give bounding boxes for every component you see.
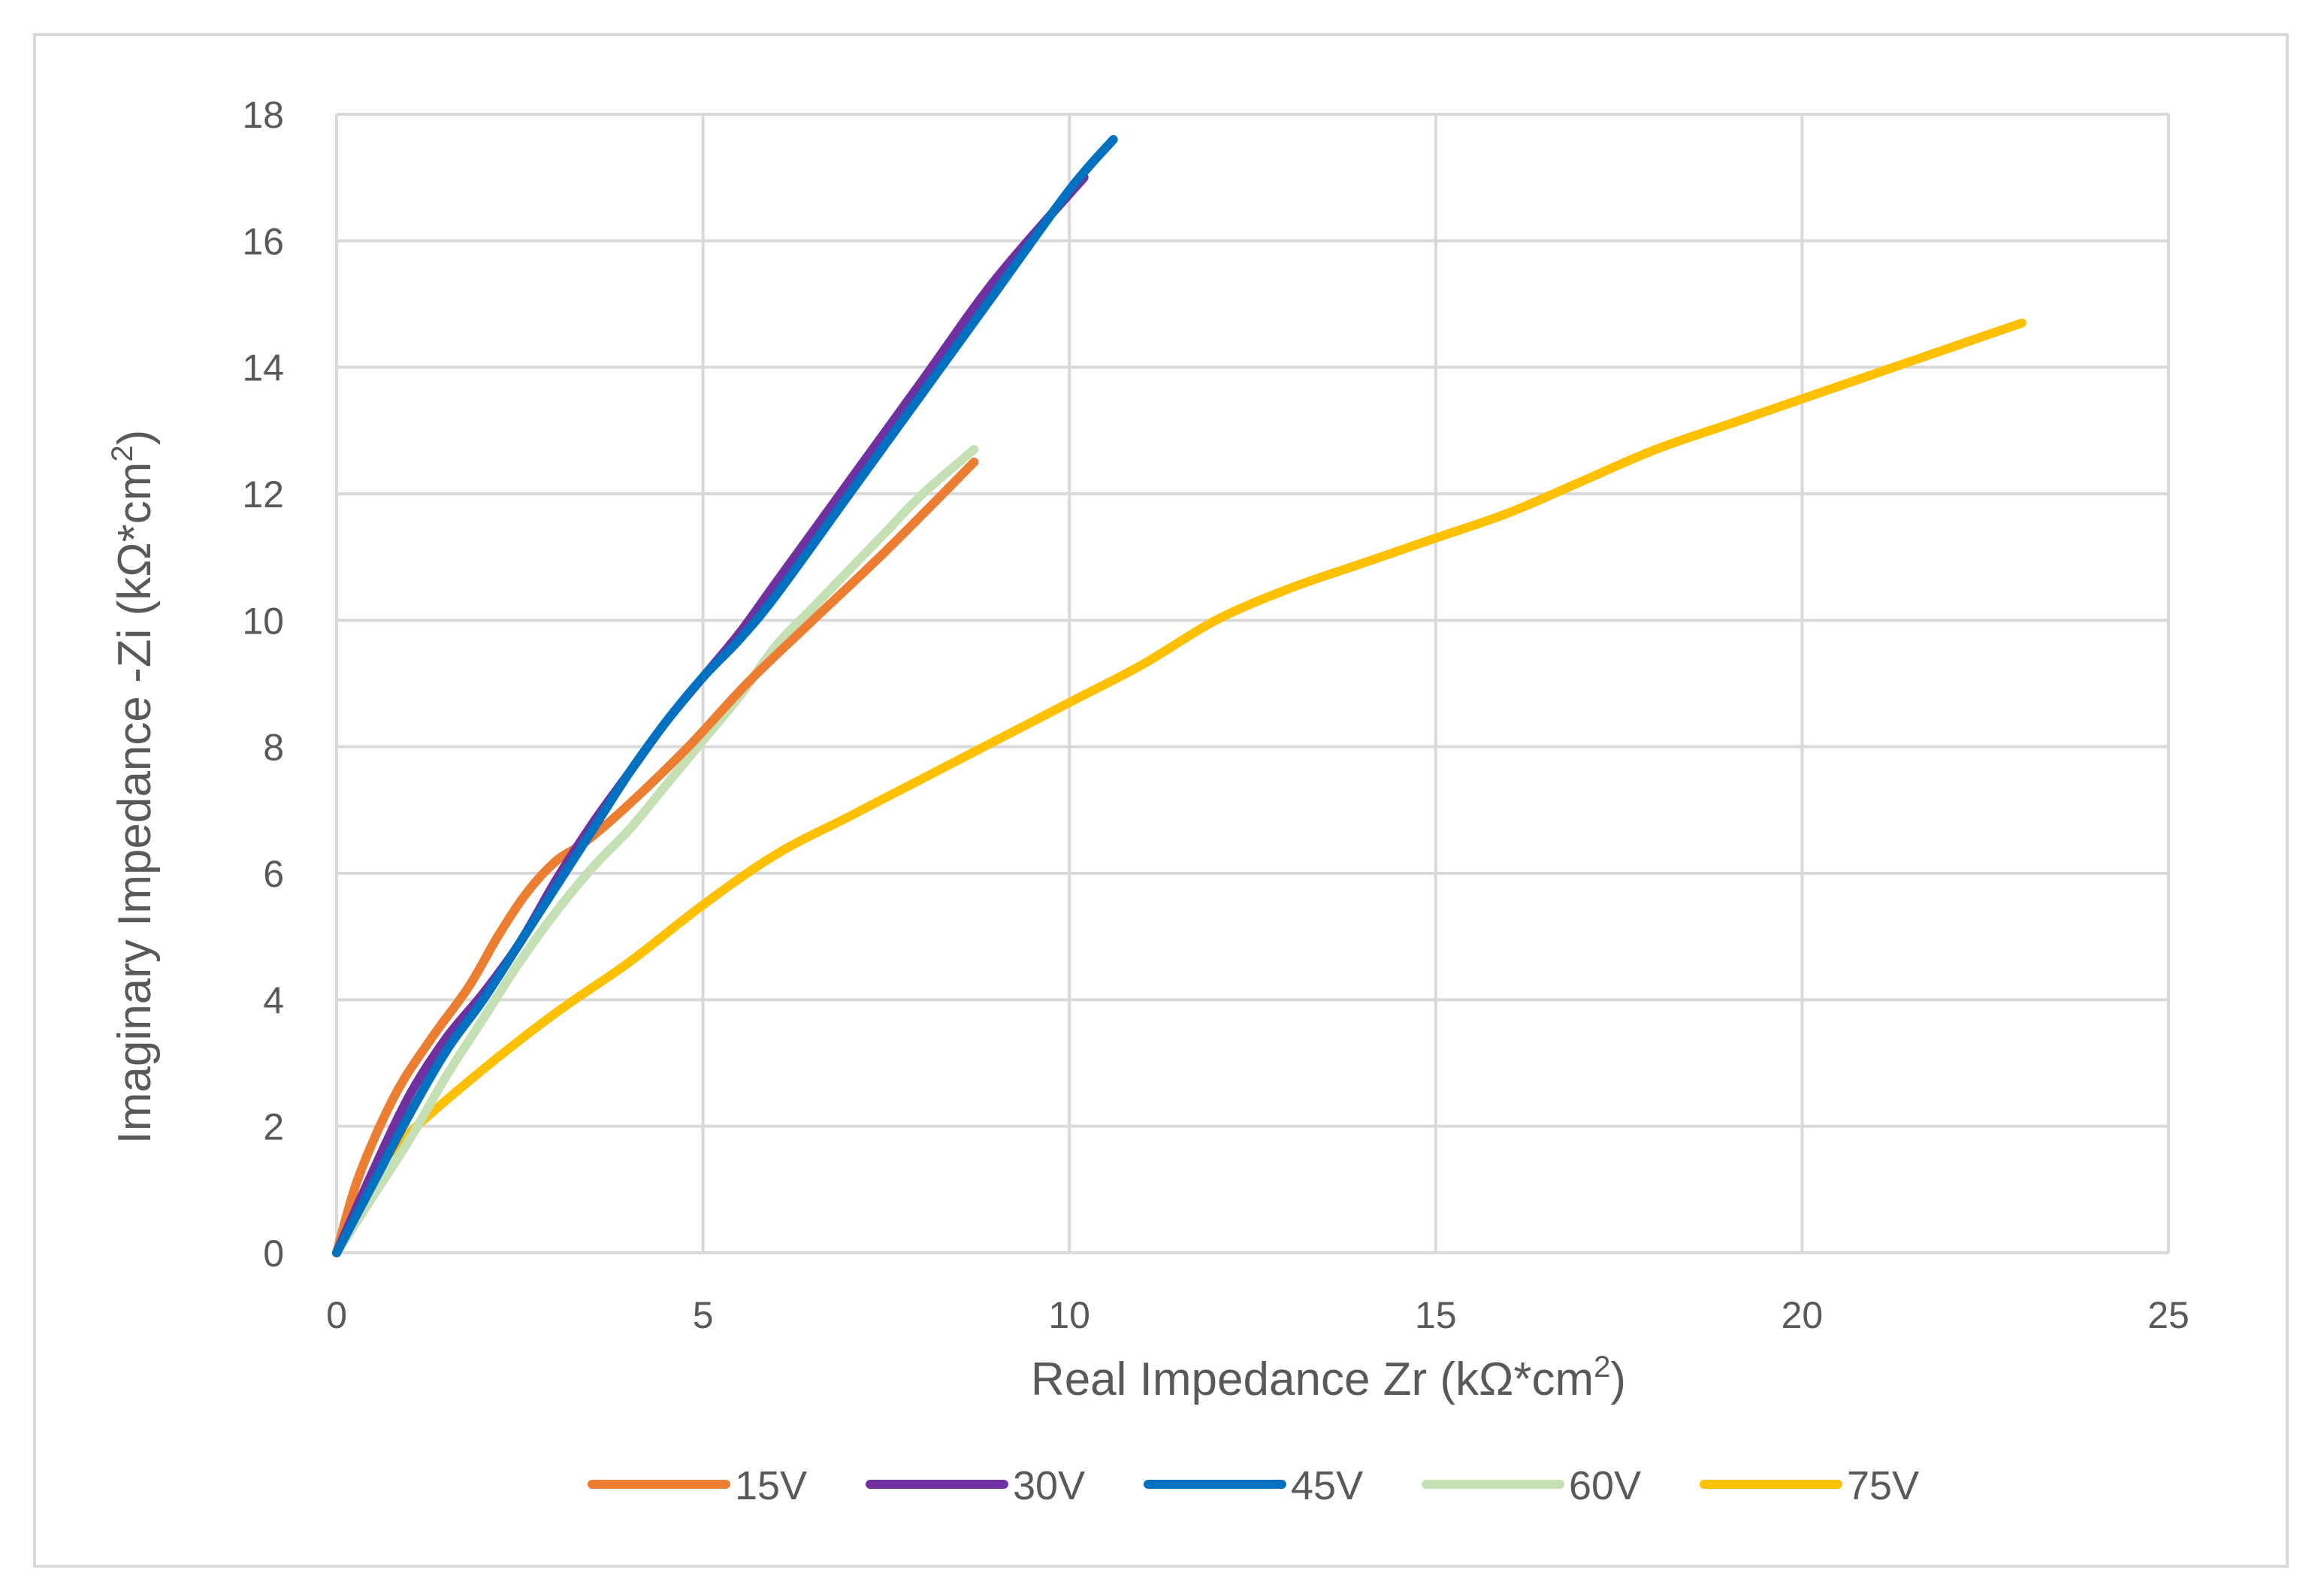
- y-tick-label: 4: [263, 979, 284, 1021]
- x-tick-label: 25: [2147, 1294, 2190, 1336]
- y-tick-label: 8: [263, 727, 284, 769]
- series-lines: [332, 135, 2026, 1257]
- x-tick-labels: 0 5 10 15 20 25: [326, 1294, 2190, 1336]
- y-tick-label: 16: [242, 220, 284, 262]
- series-line-60V: [332, 445, 979, 1257]
- legend-label-15V: 15V: [735, 1463, 807, 1508]
- legend-label-45V: 45V: [1291, 1463, 1363, 1508]
- legend-label-60V: 60V: [1569, 1463, 1641, 1508]
- x-tick-label: 10: [1048, 1294, 1090, 1336]
- y-tick-label: 6: [263, 853, 284, 895]
- y-axis-title: Imaginary Impedance -Zi (kΩ*cm2): [106, 430, 161, 1145]
- legend: 15V 30V 45V 60V 75V: [588, 1463, 1919, 1508]
- y-tick-label: 2: [263, 1106, 284, 1148]
- y-tick-label: 0: [263, 1233, 284, 1275]
- legend-label-75V: 75V: [1847, 1463, 1919, 1508]
- series-line-15V: [332, 457, 979, 1257]
- x-tick-label: 5: [693, 1294, 714, 1336]
- series-line-45V: [332, 135, 1118, 1257]
- series-line-30V: [332, 173, 1089, 1257]
- x-tick-label: 0: [326, 1294, 347, 1336]
- x-tick-label: 20: [1782, 1294, 1824, 1336]
- grid-lines: [335, 113, 2170, 1254]
- x-axis-title: Real Impedance Zr (kΩ*cm2): [1031, 1351, 1626, 1405]
- y-tick-label: 10: [242, 600, 284, 642]
- series-line-75V: [332, 318, 2026, 1257]
- x-tick-label: 15: [1415, 1294, 1457, 1336]
- y-tick-label: 18: [242, 94, 284, 136]
- y-tick-label: 12: [242, 473, 284, 516]
- chart-frame: [33, 33, 2289, 1568]
- y-tick-labels: 0 2 4 6 8 10 12 14 16 18: [242, 94, 284, 1275]
- legend-label-30V: 30V: [1013, 1463, 1085, 1508]
- y-tick-label: 14: [242, 347, 284, 389]
